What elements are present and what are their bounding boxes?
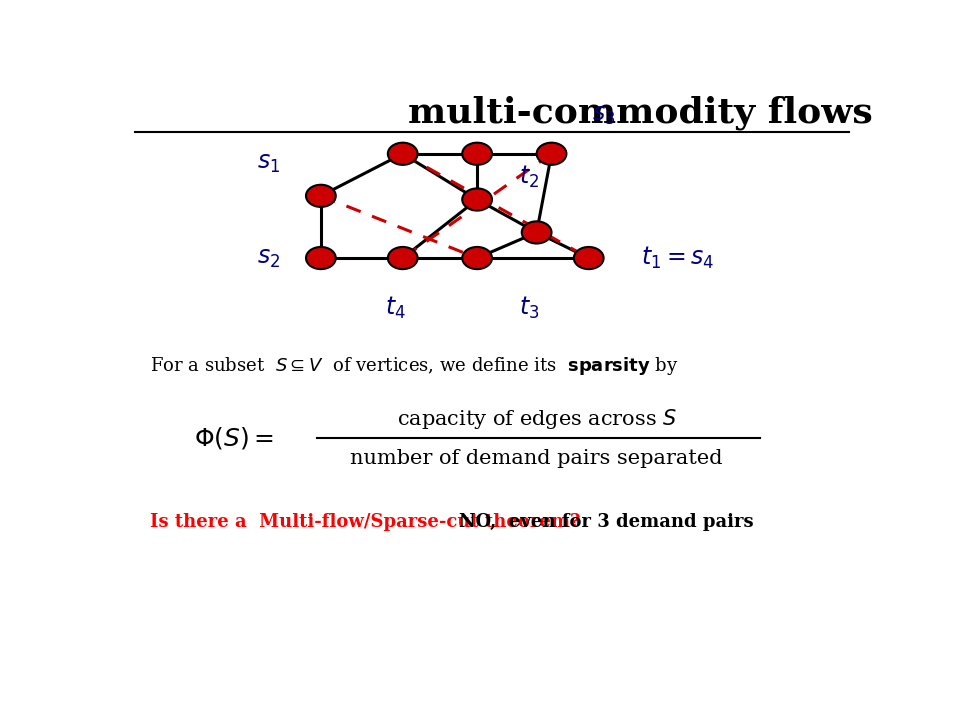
Text: $t_4$: $t_4$ — [385, 294, 406, 321]
Text: $t_1 = s_4$: $t_1 = s_4$ — [641, 245, 714, 271]
Text: multi-commodity flows: multi-commodity flows — [408, 96, 874, 130]
Circle shape — [388, 143, 418, 165]
Circle shape — [574, 247, 604, 269]
Text: $t_2$: $t_2$ — [519, 164, 540, 190]
Circle shape — [537, 143, 566, 165]
Text: $s_2$: $s_2$ — [257, 246, 280, 270]
Text: $s_1$: $s_1$ — [257, 150, 280, 174]
Circle shape — [463, 189, 492, 210]
Circle shape — [463, 247, 492, 269]
Circle shape — [306, 247, 336, 269]
Text: Is there a  Multi-flow/Sparse-cut theorem?: Is there a Multi-flow/Sparse-cut theorem… — [150, 513, 580, 531]
Text: $t_3$: $t_3$ — [519, 294, 540, 321]
Text: $\Phi(S) = $: $\Phi(S) = $ — [194, 426, 275, 451]
Text: number of demand pairs separated: number of demand pairs separated — [350, 449, 723, 469]
Text: For a subset  $S \subseteq V$  of vertices, we define its  $\mathbf{sparsity}$ b: For a subset $S \subseteq V$ of vertices… — [150, 356, 679, 377]
Circle shape — [463, 143, 492, 165]
Text: $s_3$: $s_3$ — [592, 103, 615, 127]
Circle shape — [306, 185, 336, 207]
Circle shape — [388, 247, 418, 269]
Circle shape — [522, 221, 552, 243]
Text: NO,  even for 3 demand pairs: NO, even for 3 demand pairs — [459, 513, 754, 531]
Text: capacity of edges across $S$: capacity of edges across $S$ — [396, 407, 677, 431]
